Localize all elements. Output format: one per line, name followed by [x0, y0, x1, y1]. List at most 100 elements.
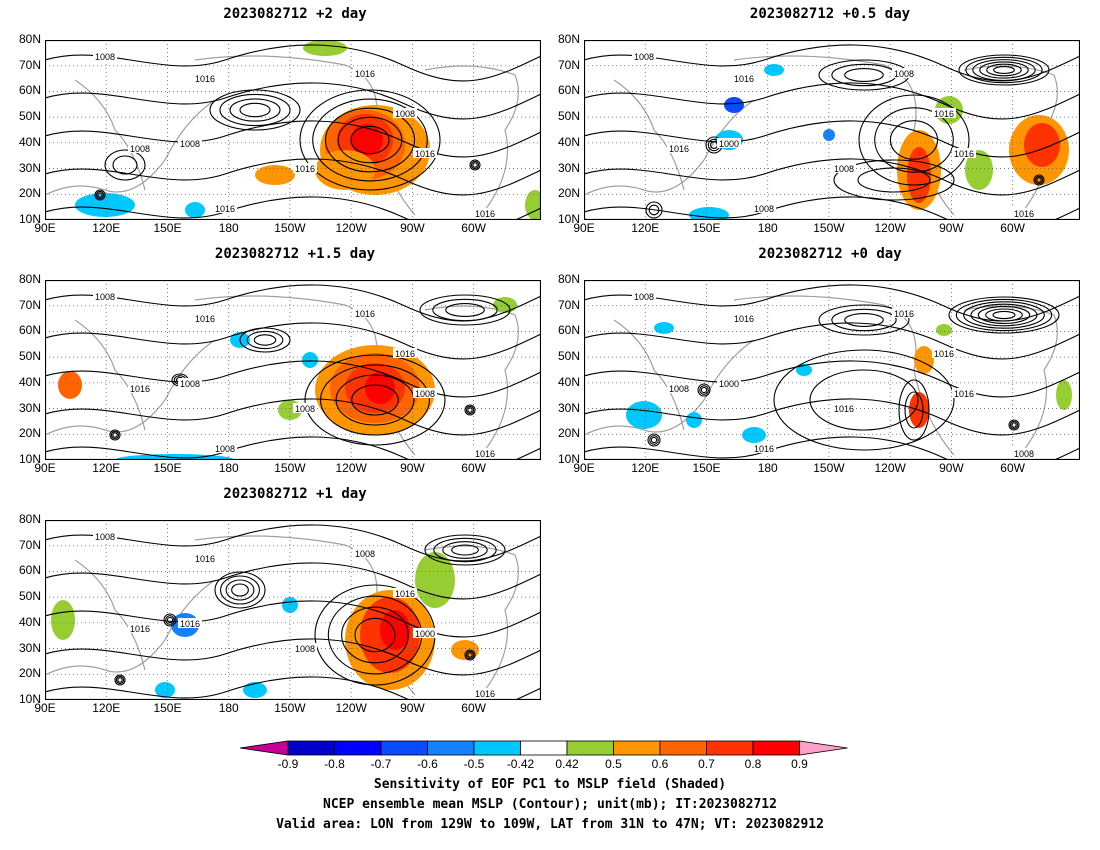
contour-label-bg [1012, 448, 1036, 458]
isobar-contour [424, 534, 506, 566]
isobar-contour [965, 56, 1043, 84]
contour-label-bg [93, 51, 117, 61]
sensitivity-shade [115, 454, 235, 460]
contour-label: 1016 [934, 349, 954, 359]
contour-label: 1008 [894, 69, 914, 79]
lat-tick-label: 70N [18, 297, 41, 312]
panel-title-5: 2023082712 +1 day [223, 486, 367, 502]
isobar-contour [649, 435, 659, 445]
lon-tick-label: 90W [939, 221, 964, 235]
isobar-contour [45, 562, 541, 600]
lat-tick-label: 80N [18, 512, 41, 526]
lat-tick-label: 50N [18, 349, 41, 364]
coastline [45, 295, 519, 456]
lat-tick-label: 30N [18, 400, 41, 415]
contour-label-bg [393, 348, 417, 358]
colorbar-low-arrow [240, 740, 289, 756]
sensitivity-shade [724, 97, 744, 113]
contour-label-bg [952, 148, 976, 158]
contour-label: 1016 [894, 309, 914, 319]
sensitivity-shade [654, 322, 674, 334]
isobar-contour [324, 107, 416, 173]
contour-label: 1016 [355, 69, 375, 79]
contour-label: 1008 [295, 644, 315, 654]
isobar-contour [809, 369, 919, 431]
lat-tick-label: 60N [557, 83, 580, 98]
lon-tick-label: 90E [34, 701, 56, 715]
lat-tick-label: 60N [18, 323, 41, 338]
coastline [584, 55, 1058, 216]
contour-label-bg [952, 388, 976, 398]
contour-label: 1008 [295, 404, 315, 414]
isobar-contour [958, 54, 1050, 86]
isobar-contour [114, 674, 126, 686]
contour-label-bg [353, 68, 377, 78]
isobar-contour [584, 120, 1080, 158]
lat-tick-label: 40N [18, 374, 41, 389]
lon-tick-label: 60W [1000, 221, 1025, 235]
isobar-contour [645, 201, 663, 219]
contour-label: 1016 [180, 619, 200, 629]
contour-label-bg [413, 628, 437, 638]
lat-tick-label: 40N [18, 614, 41, 629]
contour-label-bg [892, 68, 916, 78]
contour-label: 1016 [475, 689, 495, 699]
sensitivity-shade [626, 401, 662, 429]
isobar-contour [229, 98, 281, 122]
isobar-contour [253, 334, 277, 346]
colorbar-segment [287, 740, 335, 756]
colorbar-tick-label: 0.42 [555, 757, 579, 771]
lat-tick-label: 20N [557, 186, 580, 201]
isobar-contour [45, 82, 541, 120]
contour-label: 1016 [215, 204, 235, 214]
panel-title-2: 2023082712 +0.5 day [749, 6, 911, 22]
isobar-contour [45, 322, 541, 360]
lon-tick-label: 150E [153, 701, 182, 715]
lat-tick-label: 10N [18, 692, 41, 706]
lon-tick-label: 90E [573, 461, 595, 475]
lat-tick-label: 10N [557, 452, 580, 466]
isobar-contour [337, 116, 403, 164]
isobar-contour [472, 162, 478, 168]
isobar-contour [320, 364, 430, 436]
lat-tick-label: 40N [557, 374, 580, 389]
isobar-contour [584, 82, 1080, 120]
isobar-contour [898, 379, 930, 441]
lat-tick-label: 40N [557, 134, 580, 149]
isobar-contour [469, 159, 481, 171]
contour-label-bg [213, 443, 237, 453]
contour-label-bg [632, 291, 656, 301]
lat-tick-label: 30N [18, 640, 41, 655]
contour-label-bg [393, 108, 417, 118]
lat-tick-label: 50N [557, 109, 580, 124]
isobar-contour [986, 63, 1022, 77]
contour-label-bg [732, 313, 756, 323]
lon-tick-label: 150W [274, 701, 306, 715]
contour-label: 1016 [475, 209, 495, 219]
isobar-contour [650, 436, 658, 444]
lon-tick-label: 120W [335, 461, 367, 475]
isobar-contour [45, 676, 541, 700]
lat-tick-label: 50N [18, 109, 41, 124]
contour-label: 1008 [669, 384, 689, 394]
isobar-contour [844, 313, 884, 327]
isobar-contour [858, 94, 970, 186]
sensitivity-shade [365, 372, 395, 404]
map-frame [584, 40, 1080, 220]
contour-label: 1016 [195, 314, 215, 324]
isobar-contour [163, 613, 177, 627]
coastline [45, 55, 519, 216]
isobar-contour [219, 93, 291, 127]
colorbar-segment [520, 740, 568, 756]
lon-tick-label: 180 [218, 701, 239, 715]
isobar-contour [465, 650, 475, 660]
map-panel-plus1.5day: 1008 1016 1016 1016 1008 1008 1016 1008 1016 1008 [45, 280, 541, 460]
sensitivity-shade [303, 40, 347, 56]
contour-label: 1000 [415, 629, 435, 639]
colorbar-tick-label: 0.7 [698, 757, 715, 771]
isobar-contour [955, 298, 1053, 332]
sensitivity-shade [302, 352, 318, 368]
contour-label-bg [413, 148, 437, 158]
colorbar-tick-label: -0.8 [324, 757, 345, 771]
contour-label: 1016 [754, 444, 774, 454]
